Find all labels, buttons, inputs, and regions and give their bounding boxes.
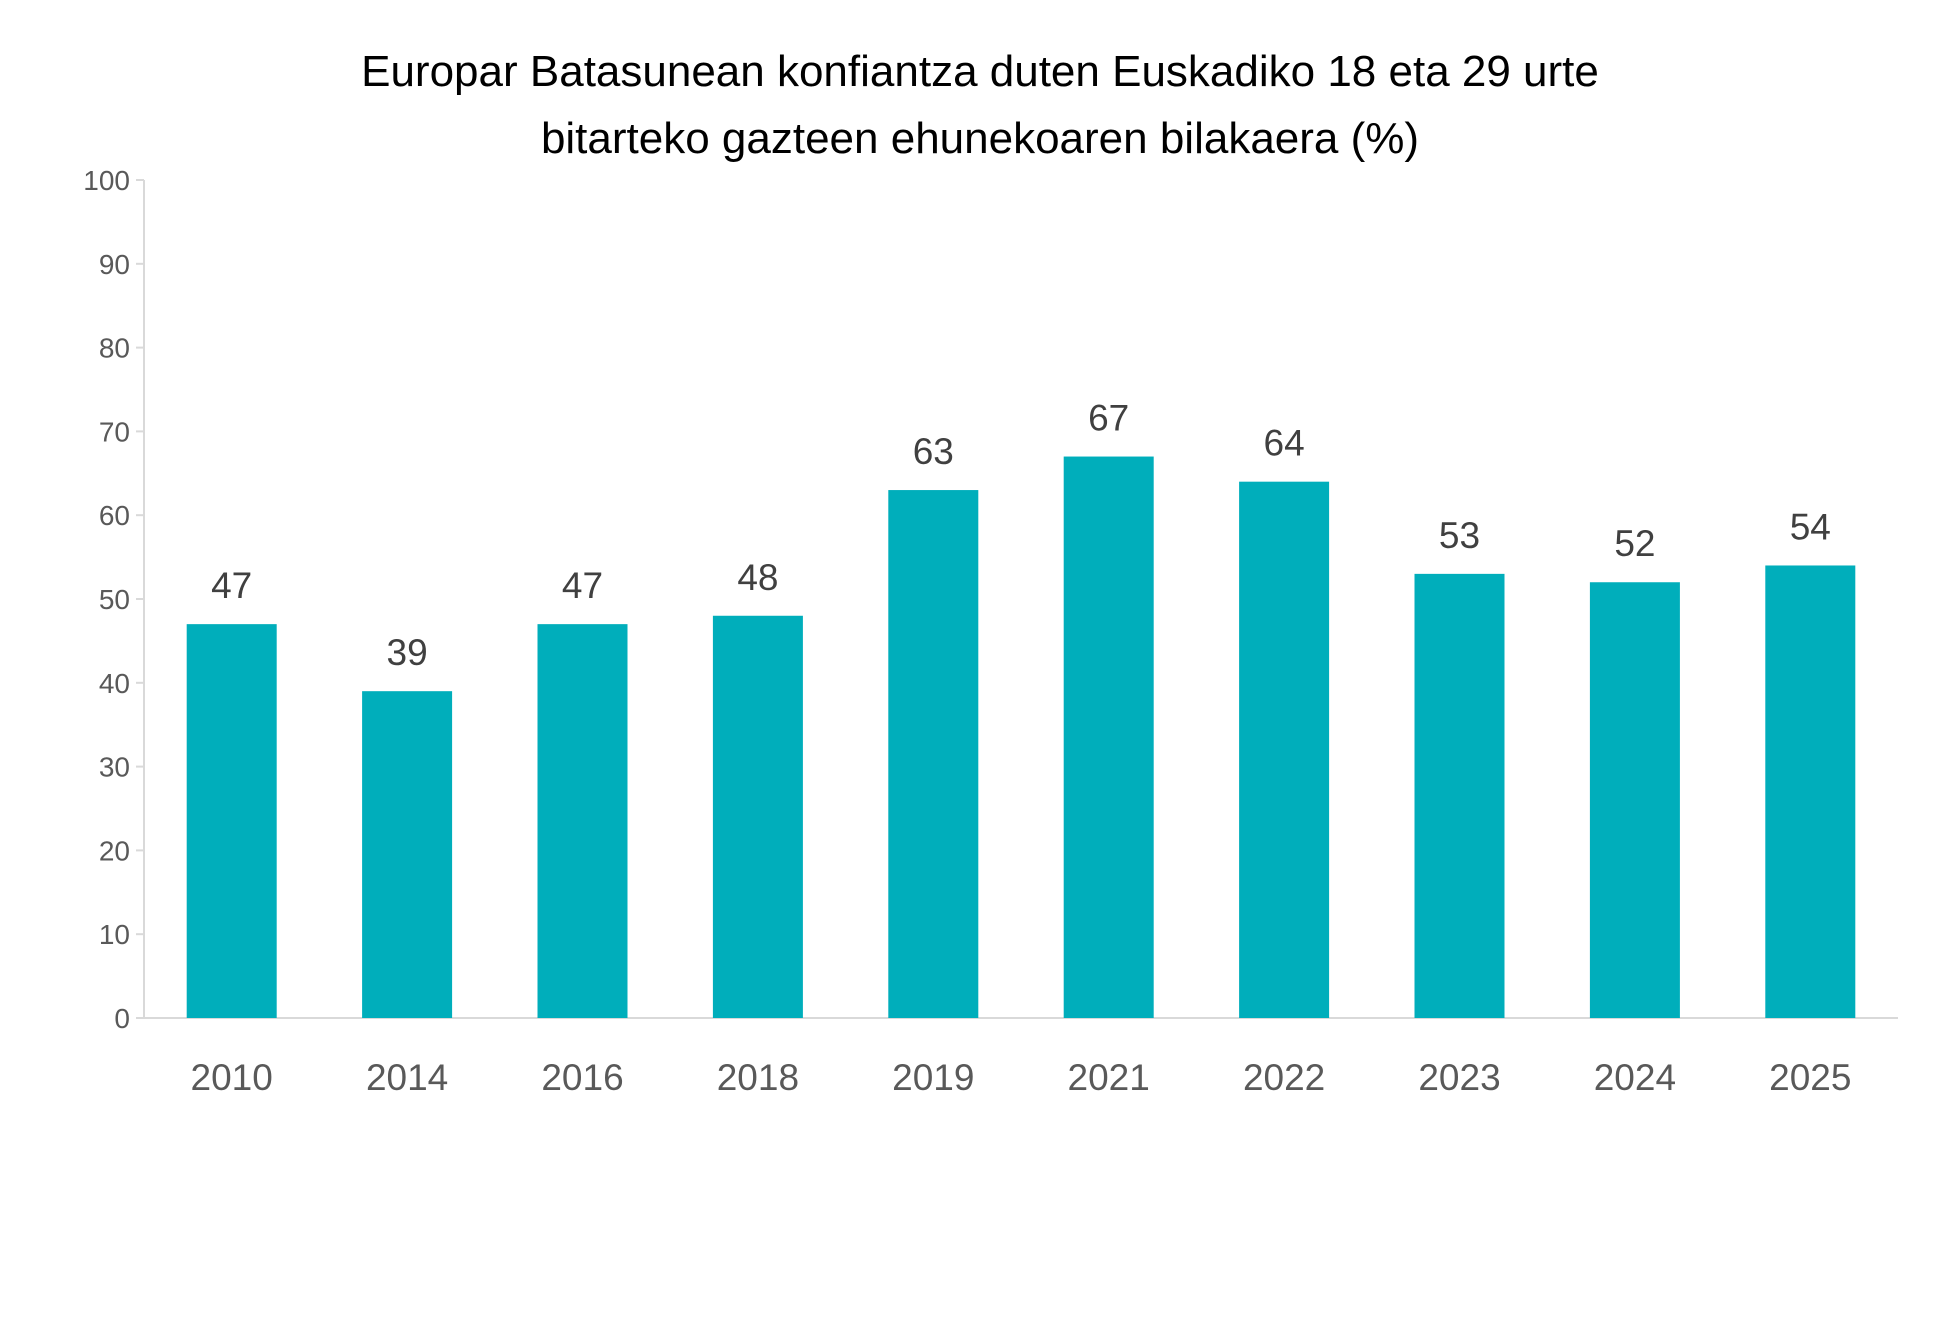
y-tick-label: 70 [99,416,130,447]
bar-2025 [1765,565,1856,1018]
data-label: 63 [913,431,954,472]
y-tick-label: 10 [99,919,130,950]
y-tick-label: 80 [99,333,130,364]
y-tick-label: 20 [99,835,130,866]
bar-2021 [1063,456,1154,1018]
x-tick-label: 2025 [1769,1057,1851,1098]
x-tick-label: 2010 [191,1057,273,1098]
data-label: 47 [211,565,252,606]
bar-2024 [1589,582,1680,1018]
bar-2016 [537,624,628,1018]
chart-title-line-1: Europar Batasunean konfiantza duten Eusk… [361,47,1599,96]
x-tick-label: 2023 [1418,1057,1500,1098]
x-tick-label: 2018 [717,1057,799,1098]
x-tick-label: 2024 [1594,1057,1676,1098]
bar-2014 [362,691,453,1018]
y-tick-label: 90 [99,249,130,280]
y-tick-label: 100 [83,165,130,196]
data-label: 53 [1439,515,1480,556]
chart-title-line-2: bitarteko gazteen ehunekoaren bilakaera … [541,114,1419,163]
data-label: 39 [387,632,428,673]
data-label: 67 [1088,398,1129,439]
x-tick-label: 2021 [1068,1057,1150,1098]
y-tick-label: 30 [99,752,130,783]
bar-2023 [1414,573,1505,1018]
y-tick-label: 0 [114,1003,130,1034]
bar-2019 [888,490,979,1018]
bar-2018 [712,615,803,1018]
y-tick-label: 50 [99,584,130,615]
x-tick-label: 2014 [366,1057,448,1098]
x-tick-label: 2016 [541,1057,623,1098]
data-label: 64 [1264,423,1305,464]
x-tick-label: 2022 [1243,1057,1325,1098]
data-label: 54 [1790,506,1831,547]
y-tick-label: 60 [99,500,130,531]
x-tick-label: 2019 [892,1057,974,1098]
bar-2010 [186,624,277,1018]
bar-2022 [1239,481,1330,1018]
data-label: 47 [562,565,603,606]
data-label: 52 [1614,523,1655,564]
data-label: 48 [737,557,778,598]
y-tick-label: 40 [99,668,130,699]
